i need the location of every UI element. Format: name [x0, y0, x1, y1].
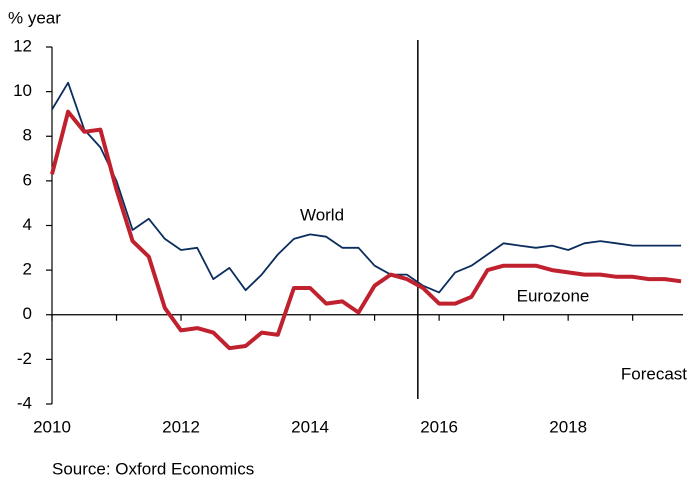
x-tick-label: 2010 — [33, 417, 71, 436]
y-tick-label: 2 — [23, 260, 32, 279]
y-tick-label: 6 — [23, 170, 32, 189]
y-tick-label: -2 — [17, 349, 32, 368]
x-tick-label: 2014 — [291, 417, 329, 436]
y-tick-label: -4 — [17, 393, 32, 412]
x-tick-label: 2012 — [162, 417, 200, 436]
y-tick-label: 8 — [23, 126, 32, 145]
y-axis-label: % year — [8, 8, 61, 27]
x-tick-label: 2016 — [420, 417, 458, 436]
series-line — [50, 109, 682, 351]
y-tick-label: 12 — [13, 36, 32, 55]
forecast-label: Forecast — [621, 364, 687, 383]
series-label: World — [300, 205, 344, 224]
y-tick-label: 4 — [23, 215, 32, 234]
series-line — [51, 81, 682, 294]
x-tick-label: 2018 — [549, 417, 587, 436]
y-tick-label: 10 — [13, 81, 32, 100]
series-label: Eurozone — [517, 286, 590, 305]
y-tick-label: 0 — [23, 304, 32, 323]
source: Source: Oxford Economics — [52, 459, 254, 478]
